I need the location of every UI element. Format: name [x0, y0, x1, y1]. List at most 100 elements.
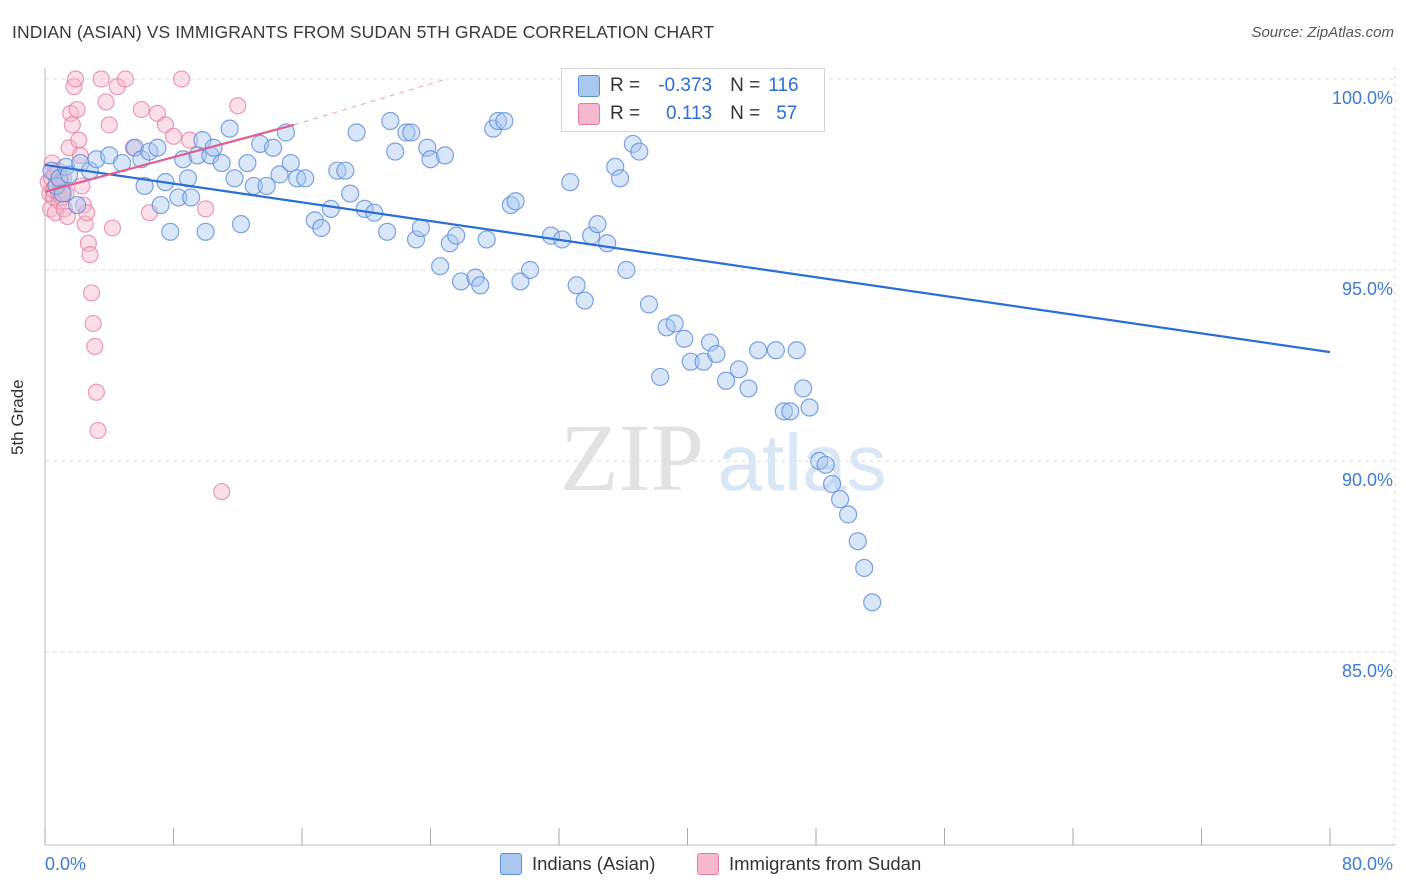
indian-point — [220, 119, 239, 138]
indian-point — [651, 367, 670, 387]
indian-point — [151, 195, 170, 215]
sudan-point — [229, 97, 247, 115]
indian-point — [707, 344, 726, 364]
legend-n-label: N = — [730, 103, 761, 124]
indian-point — [488, 111, 508, 131]
indian-point — [477, 230, 496, 249]
y-tick-label: 90.0% — [1342, 470, 1393, 490]
indian-point — [495, 111, 514, 131]
legend-row-indian: R = -0.373 N = 116 — [578, 73, 799, 99]
sudan-point — [86, 337, 104, 355]
indian-point — [830, 490, 850, 509]
indian-point — [418, 138, 437, 157]
sudan-point — [63, 116, 81, 134]
legend-n-value: 116 — [768, 75, 799, 96]
legend-swatch-pink — [578, 103, 600, 125]
indian-point — [675, 329, 694, 348]
sudan-point — [213, 482, 231, 501]
indian-point — [336, 161, 355, 180]
chart-title: INDIAN (ASIAN) VS IMMIGRANTS FROM SUDAN … — [12, 22, 715, 42]
indian-point — [561, 173, 580, 192]
indian-point — [839, 505, 858, 524]
indian-point — [506, 192, 525, 211]
sudan-point — [197, 200, 215, 218]
indian-point — [816, 455, 835, 474]
sudan-point — [92, 70, 110, 88]
axes — [44, 68, 1395, 846]
indian-point — [630, 142, 649, 161]
watermark-zip: ZIP — [560, 404, 704, 511]
indian-point — [386, 142, 405, 161]
legend-swatch-blue — [578, 75, 600, 97]
indian-point — [270, 165, 289, 184]
stats-legend: R = -0.373 N = 116 R = 0.113 N = 57 — [561, 68, 825, 132]
indian-point — [182, 188, 201, 207]
indian-point — [451, 272, 471, 291]
indian-point — [135, 176, 154, 196]
indian-point — [397, 123, 416, 142]
sudan-point — [68, 100, 86, 119]
indian-point — [148, 138, 167, 157]
indian-point — [863, 593, 882, 612]
indian-point — [238, 153, 257, 173]
indian-point — [471, 276, 490, 295]
sudan-point — [116, 70, 134, 88]
indian-point — [855, 558, 874, 578]
indian-point — [440, 234, 459, 253]
indian-point — [598, 234, 617, 253]
indian-point — [347, 123, 366, 142]
indian-point — [588, 215, 607, 234]
sudan-point — [97, 93, 115, 111]
indian-point — [212, 153, 231, 173]
indian-point — [435, 146, 455, 165]
tick-labels: 85.0% 90.0% 95.0% 100.0% 0.0% 80.0% — [45, 88, 1393, 874]
legend-swatch-blue — [500, 853, 522, 875]
indian-point — [305, 211, 324, 230]
indian-point — [575, 291, 594, 310]
x-tick-label: 0.0% — [45, 854, 86, 874]
indian-point — [59, 165, 79, 184]
zipatlas-watermark: ZIP atlas — [560, 404, 886, 511]
y-axis-label: 5th Grade — [8, 379, 27, 455]
indian-points — [42, 111, 882, 612]
indian-point — [296, 169, 315, 188]
legend-n-value: 57 — [776, 103, 798, 124]
indian-point — [411, 218, 430, 238]
indian-point — [68, 195, 87, 215]
indian-point — [447, 226, 466, 245]
indian-point — [716, 371, 736, 390]
legend-item-sudan: Immigrants from Sudan — [697, 852, 921, 876]
indian-point — [125, 138, 145, 157]
sudan-point — [87, 383, 106, 401]
indian-point — [610, 169, 630, 188]
indian-point — [567, 276, 586, 295]
indian-point — [169, 188, 188, 207]
indian-point — [402, 123, 421, 142]
sudan-point — [58, 207, 77, 226]
legend-label-sudan: Immigrants from Sudan — [729, 853, 922, 874]
indian-point — [263, 138, 283, 157]
indian-point — [196, 222, 215, 241]
indian-point — [766, 341, 785, 360]
legend-r-value: -0.373 — [658, 75, 713, 96]
indian-point — [381, 111, 400, 131]
sudan-trend-extension — [293, 78, 447, 126]
sudan-point — [78, 204, 96, 222]
indian-point — [312, 218, 331, 238]
sudan-point — [100, 116, 118, 134]
indian-point — [225, 169, 244, 188]
sudan-trend-line — [44, 123, 295, 193]
legend-row-sudan: R = 0.113 N = 57 — [578, 101, 797, 127]
indian-point — [378, 222, 397, 241]
indian-point — [161, 222, 180, 241]
indian-point — [794, 379, 813, 398]
legend-n-label: N = — [730, 75, 761, 96]
indian-point — [606, 157, 625, 176]
indian-point — [681, 352, 700, 371]
indian-point — [700, 333, 720, 352]
legend-r-value: 0.113 — [665, 103, 713, 124]
indian-point — [617, 260, 636, 280]
sudan-point — [84, 314, 102, 333]
indian-point — [341, 184, 360, 203]
x-tick-label: 80.0% — [1342, 854, 1393, 874]
